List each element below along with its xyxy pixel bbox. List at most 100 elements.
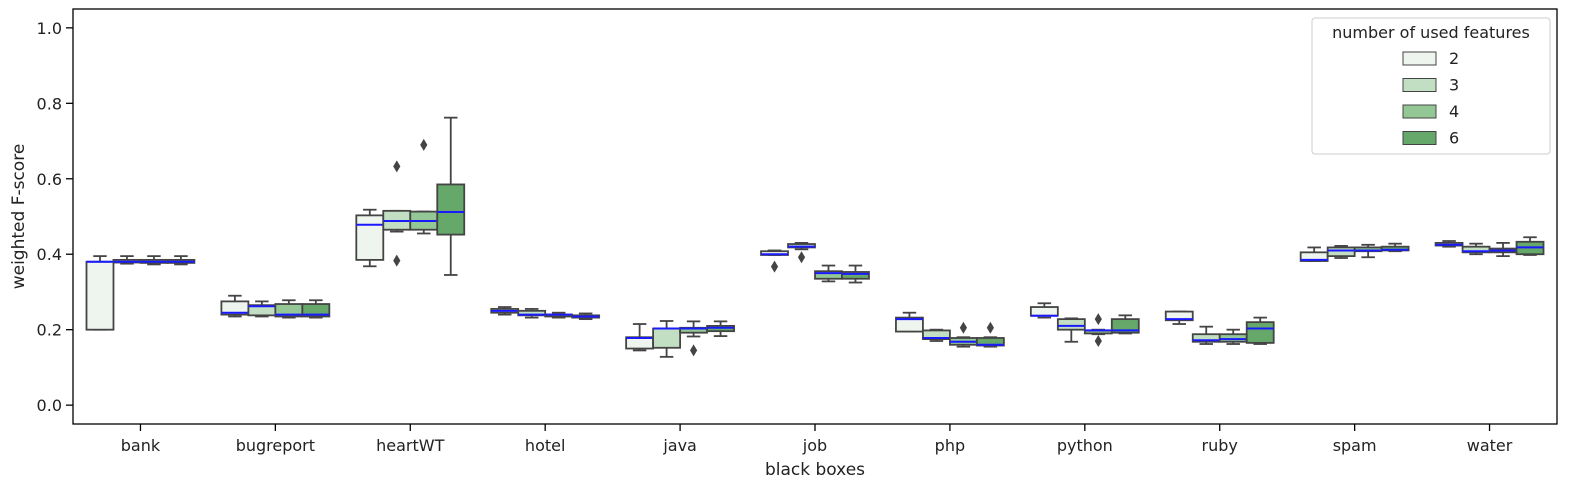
box-group bbox=[1488, 242, 1518, 258]
box-group bbox=[1515, 236, 1545, 256]
legend-swatch bbox=[1402, 104, 1437, 119]
plot-area bbox=[85, 116, 1545, 358]
box-group bbox=[1434, 240, 1464, 248]
x-axis: bank bugreport heartWT hotel java job php pytho… bbox=[121, 424, 1513, 455]
x-tick-label: water bbox=[1467, 436, 1513, 455]
box bbox=[922, 329, 951, 341]
box-group bbox=[1245, 316, 1275, 345]
box bbox=[1245, 321, 1275, 344]
box-group bbox=[814, 264, 843, 283]
outlier-point bbox=[393, 160, 401, 173]
outlier-point bbox=[1094, 335, 1102, 347]
outlier-point bbox=[797, 251, 806, 264]
box bbox=[1218, 333, 1248, 343]
x-tick-label: java bbox=[662, 436, 697, 455]
box-group bbox=[895, 311, 924, 333]
box-group bbox=[1083, 313, 1113, 347]
x-tick-label: hotel bbox=[525, 436, 566, 455]
box bbox=[1326, 246, 1356, 258]
legend-items: 2 3 4 6 bbox=[1402, 49, 1459, 148]
x-tick-label: python bbox=[1057, 436, 1113, 455]
box bbox=[85, 260, 115, 331]
box-group bbox=[975, 321, 1005, 348]
outlier-point bbox=[420, 138, 428, 151]
box-group bbox=[1110, 314, 1140, 335]
box-group bbox=[517, 308, 547, 319]
box bbox=[1029, 306, 1059, 317]
box bbox=[436, 183, 466, 236]
box-group bbox=[490, 306, 520, 316]
box-group bbox=[166, 255, 196, 266]
y-tick-label: 0.8 bbox=[37, 94, 62, 113]
box-group bbox=[787, 242, 816, 264]
box-group bbox=[139, 255, 169, 266]
legend: number of used features 2 3 4 6 bbox=[1311, 17, 1551, 155]
outlier-point bbox=[986, 321, 994, 334]
legend-title: number of used features bbox=[1332, 23, 1530, 42]
box-group bbox=[841, 264, 870, 284]
box-group bbox=[1461, 242, 1491, 256]
box bbox=[1164, 310, 1194, 322]
x-tick-label: ruby bbox=[1202, 436, 1238, 455]
outlier-point bbox=[393, 254, 401, 267]
legend-swatch bbox=[1402, 78, 1437, 92]
box bbox=[1056, 318, 1086, 331]
box-group bbox=[382, 160, 412, 267]
box bbox=[652, 327, 681, 349]
outlier-point bbox=[959, 321, 967, 334]
legend-label: 3 bbox=[1449, 76, 1459, 95]
box-group bbox=[760, 249, 789, 273]
box-group bbox=[652, 320, 681, 358]
box-group bbox=[1326, 245, 1356, 259]
box-group bbox=[1191, 325, 1221, 345]
box-group bbox=[1164, 310, 1194, 325]
box-group bbox=[247, 300, 277, 318]
y-axis-label: weighted F-score bbox=[9, 144, 29, 290]
legend-swatch bbox=[1402, 131, 1437, 145]
legend-swatch bbox=[1402, 51, 1437, 66]
box-group bbox=[301, 299, 331, 319]
x-tick-label: heartWT bbox=[376, 436, 444, 455]
box bbox=[841, 271, 870, 280]
y-tick-label: 0.4 bbox=[37, 245, 62, 264]
box-group bbox=[409, 138, 439, 235]
box-group bbox=[1029, 302, 1059, 319]
box-group bbox=[1218, 328, 1248, 345]
box bbox=[1110, 318, 1140, 334]
box-group bbox=[220, 294, 250, 318]
x-tick-label: php bbox=[935, 436, 965, 455]
box-group bbox=[274, 299, 304, 319]
outlier-point bbox=[770, 260, 779, 273]
x-tick-label: bank bbox=[121, 436, 161, 455]
legend-label: 4 bbox=[1449, 102, 1459, 121]
x-tick-label: job bbox=[802, 436, 827, 455]
box-group bbox=[436, 116, 466, 276]
legend-label: 6 bbox=[1449, 129, 1459, 148]
x-axis-label: black boxes bbox=[765, 460, 865, 480]
y-axis: 0.0 0.2 0.4 0.6 0.8 1.0 bbox=[37, 19, 73, 415]
box-group bbox=[355, 208, 385, 268]
box-group bbox=[1056, 317, 1086, 343]
box-group bbox=[949, 321, 978, 348]
box-group bbox=[1380, 242, 1410, 253]
box bbox=[355, 214, 385, 261]
y-tick-label: 1.0 bbox=[37, 19, 62, 38]
box-group bbox=[625, 323, 655, 352]
box-group bbox=[112, 255, 142, 265]
legend-label: 2 bbox=[1449, 49, 1459, 68]
box bbox=[895, 316, 924, 333]
box-group bbox=[544, 311, 574, 319]
box bbox=[301, 303, 331, 318]
y-tick-label: 0.6 bbox=[37, 170, 62, 189]
y-tick-label: 0.0 bbox=[37, 396, 62, 415]
box-group bbox=[922, 328, 951, 342]
box-group bbox=[85, 255, 115, 331]
x-tick-label: spam bbox=[1333, 436, 1377, 455]
box-group bbox=[679, 320, 708, 357]
box-group bbox=[1299, 246, 1329, 262]
y-tick-label: 0.2 bbox=[37, 321, 62, 340]
outlier-point bbox=[689, 344, 698, 357]
box-group bbox=[706, 320, 735, 337]
outlier-point bbox=[1094, 313, 1102, 326]
